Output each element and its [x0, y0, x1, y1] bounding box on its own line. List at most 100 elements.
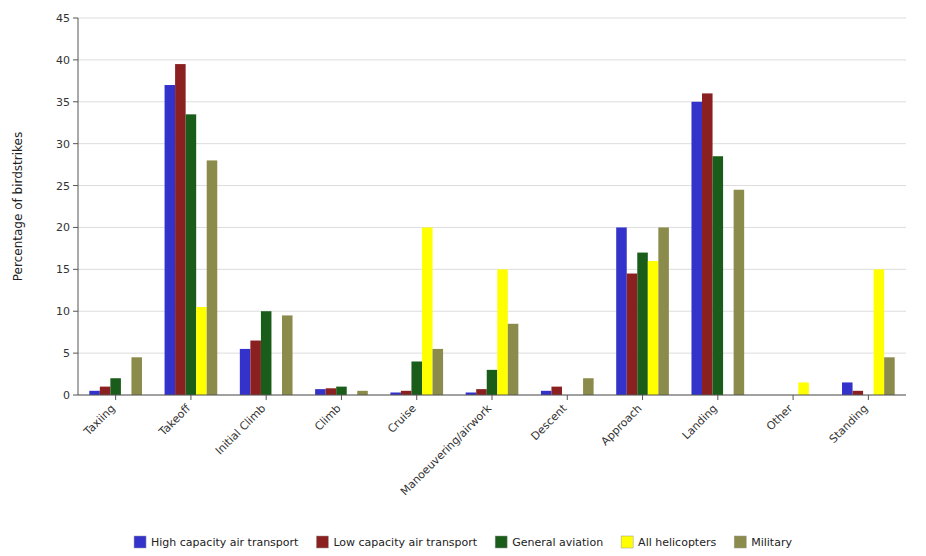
x-tick-label: Other — [764, 402, 796, 434]
bar — [401, 391, 412, 395]
bar — [637, 253, 648, 395]
legend-item: Military — [734, 536, 792, 549]
bar — [89, 391, 100, 395]
y-tick — [73, 59, 78, 60]
bar — [497, 269, 508, 395]
x-tick — [717, 395, 718, 400]
y-tick — [73, 143, 78, 144]
y-tick-label: 45 — [56, 12, 70, 25]
bar — [842, 382, 853, 395]
y-tick-label: 5 — [63, 347, 70, 360]
y-tick-label: 35 — [56, 96, 70, 109]
x-tick — [868, 395, 869, 400]
bars — [89, 64, 894, 395]
bar — [422, 227, 433, 395]
y-tick-label: 30 — [56, 138, 70, 151]
bar — [336, 387, 347, 395]
legend-label: Military — [751, 536, 792, 549]
grid-line — [78, 59, 906, 60]
y-tick — [73, 353, 78, 354]
bar — [658, 227, 669, 395]
legend-item: Low capacity air transport — [316, 536, 477, 549]
bar — [874, 269, 885, 395]
bar — [508, 324, 519, 395]
bar — [583, 378, 594, 395]
y-tick-label: 25 — [56, 180, 70, 193]
legend-label: All helicopters — [638, 536, 716, 549]
bar — [713, 156, 724, 395]
bar — [476, 389, 487, 395]
legend-swatch — [134, 536, 146, 548]
x-tick — [793, 395, 794, 400]
x-tick — [341, 395, 342, 400]
x-tick-label: Approach — [599, 402, 645, 448]
legend: High capacity air transport Low capacity … — [134, 536, 792, 549]
legend-swatch — [316, 536, 328, 548]
bar — [261, 311, 272, 395]
bar — [196, 307, 207, 395]
x-tick-label: Taxiing — [81, 402, 118, 439]
bar — [702, 93, 713, 395]
bar — [884, 357, 895, 395]
bar — [357, 391, 368, 395]
grid-line — [78, 269, 906, 270]
bar — [250, 341, 261, 395]
bar — [691, 102, 702, 395]
bar — [165, 85, 176, 395]
x-tick-label: Manoeuvering/airwork — [398, 401, 495, 498]
legend-swatch — [495, 536, 507, 548]
y-tick-label: 20 — [56, 221, 70, 234]
bar — [798, 382, 809, 395]
x-tick-label: Cruise — [385, 402, 419, 436]
legend-label: General aviation — [512, 536, 603, 549]
x-tick-label: Descent — [528, 401, 570, 443]
legend-label: High capacity air transport — [151, 536, 299, 549]
grid-line — [78, 185, 906, 186]
x-tick-label: Initial Climb — [213, 402, 268, 457]
bar — [131, 357, 142, 395]
y-tick-label: 0 — [63, 389, 70, 402]
y-tick — [73, 185, 78, 186]
bar — [551, 387, 562, 395]
y-tick-label: 40 — [56, 54, 70, 67]
bar — [433, 349, 444, 395]
bar — [326, 388, 337, 395]
bar — [487, 370, 498, 395]
bar — [541, 391, 552, 395]
y-tick — [73, 18, 78, 19]
legend-swatch — [621, 536, 633, 548]
y-tick-label: 15 — [56, 263, 70, 276]
bar — [282, 315, 293, 395]
bar — [734, 190, 745, 395]
x-tick — [416, 395, 417, 400]
bar — [175, 64, 186, 395]
x-tick — [642, 395, 643, 400]
bar — [186, 114, 197, 395]
bar — [627, 274, 638, 395]
grid-line — [78, 227, 906, 228]
grid-line — [78, 143, 906, 144]
legend-item: General aviation — [495, 536, 603, 549]
legend-swatch — [734, 536, 746, 548]
bar — [616, 227, 627, 395]
bar — [315, 389, 326, 395]
x-tick-label: Climb — [312, 402, 343, 433]
bar — [207, 160, 218, 395]
bar — [411, 361, 422, 395]
y-tick — [73, 269, 78, 270]
y-axis-label: Percentage of birdstrikes — [11, 132, 25, 281]
y-tick — [73, 311, 78, 312]
chart: 051015202530354045TaxiingTakeoffInitial … — [0, 0, 926, 556]
x-tick — [567, 395, 568, 400]
grid-line — [78, 18, 906, 19]
bar — [853, 391, 864, 395]
bar — [100, 387, 111, 395]
x-tick — [266, 395, 267, 400]
x-tick-label: Landing — [680, 402, 720, 442]
bar — [648, 261, 659, 395]
y-tick — [73, 395, 78, 396]
x-tick — [190, 395, 191, 400]
y-tick — [73, 227, 78, 228]
x-tick-label: Takeoff — [156, 402, 194, 440]
y-tick — [73, 101, 78, 102]
